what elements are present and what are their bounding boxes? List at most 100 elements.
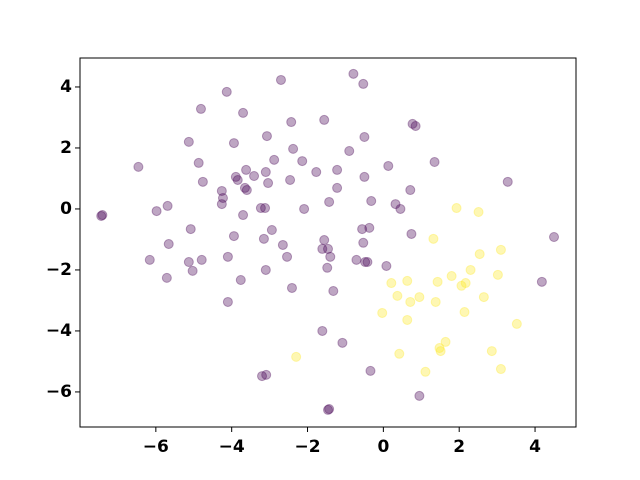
y-tick-label: 2 [60,138,72,158]
point [228,138,239,149]
point [257,371,268,382]
point [299,203,310,214]
point [359,171,370,182]
point [366,196,377,207]
point [183,257,194,268]
point [96,210,107,221]
point [511,318,522,329]
point [291,351,302,362]
point [332,182,343,193]
x-tick-label: −2 [294,437,320,457]
x-tick-label: 0 [377,437,389,457]
point [266,224,277,235]
point [285,174,296,185]
point [495,244,506,255]
point [319,114,330,125]
point [337,337,348,348]
point [492,269,503,280]
point [239,182,250,193]
point [260,264,271,275]
point [261,131,272,142]
point [230,171,241,182]
point [151,206,162,217]
point [317,325,328,336]
y-tick-label: −2 [46,260,72,280]
point [222,251,233,262]
point [297,156,308,167]
point [163,239,174,250]
point [395,203,406,214]
point [187,265,198,276]
point [348,68,359,79]
point [197,176,208,187]
point [420,366,431,377]
point [410,121,421,132]
point [260,203,271,214]
point [235,275,246,286]
point [362,257,373,268]
point [344,146,355,157]
point [358,78,369,89]
point [365,365,376,376]
point [460,278,471,289]
point [185,224,196,235]
point [97,210,108,221]
point [161,272,172,283]
plot-frame [79,57,577,428]
point [332,164,343,175]
x-tick-label: −6 [143,437,169,457]
point [260,167,271,178]
point [322,262,333,273]
point [144,254,155,265]
point [405,185,416,196]
point [195,103,206,114]
point [263,178,274,189]
point [390,199,401,210]
point [474,249,485,260]
point [216,199,227,210]
point [241,185,252,196]
point [325,251,336,262]
point [228,231,239,242]
point [451,203,462,214]
point [286,282,297,293]
point [133,161,144,172]
y-tick-label: 4 [60,77,72,97]
point [364,222,375,233]
point [478,292,489,303]
point [359,131,370,142]
point [323,404,333,415]
point [221,86,232,97]
point [269,154,280,165]
point [549,232,560,243]
point [394,348,405,359]
point [317,243,328,254]
point [429,156,440,167]
point [495,364,506,375]
point [430,296,441,307]
point [258,233,269,244]
point [196,254,207,265]
point [435,346,446,357]
point [446,271,457,282]
point [357,224,368,235]
point [275,74,286,85]
point [414,390,425,401]
point [536,276,547,287]
y-tick-label: −4 [46,321,72,341]
point [402,314,413,325]
point [406,228,417,239]
point [377,307,388,318]
point [311,167,322,178]
x-tick-label: −4 [219,437,245,457]
point [381,260,392,271]
point [440,336,451,347]
point [319,235,330,246]
point [456,280,467,291]
point [407,118,418,129]
point [217,192,228,203]
point [288,143,299,154]
